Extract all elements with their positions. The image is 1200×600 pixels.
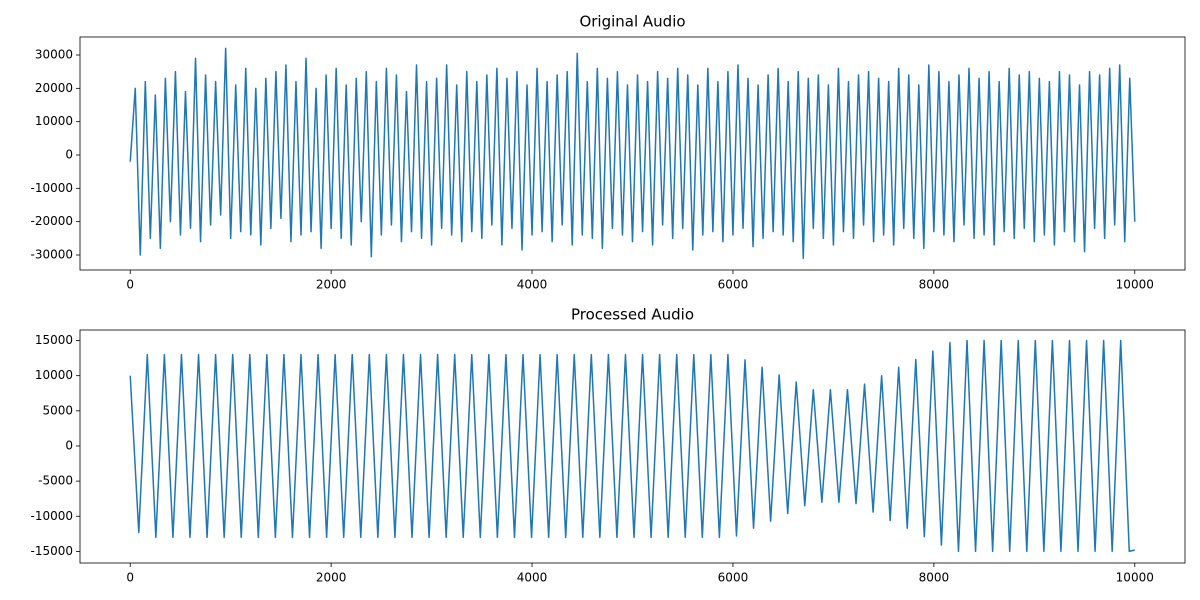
chart-title: Original Audio: [579, 13, 685, 31]
x-tick-label: 6000: [718, 571, 749, 585]
y-tick-label: -20000: [30, 214, 73, 228]
x-tick-label: 4000: [517, 571, 548, 585]
x-tick-label: 0: [126, 278, 134, 292]
x-tick-label: 8000: [919, 571, 950, 585]
y-tick-label: -10000: [30, 509, 73, 523]
axes-frame: [79, 329, 1186, 564]
x-tick-label: 2000: [316, 278, 347, 292]
axes-frame: [79, 36, 1186, 271]
x-tick-label: 10000: [1116, 278, 1154, 292]
x-tick-label: 0: [126, 571, 134, 585]
x-tick-label: 6000: [718, 278, 749, 292]
y-tick-label: 20000: [35, 81, 73, 95]
chart-title: Processed Audio: [571, 306, 694, 324]
y-tick-label: 15000: [35, 333, 73, 347]
y-tick-label: -30000: [30, 248, 73, 262]
audio-line: [129, 339, 1135, 553]
x-tick-label: 2000: [316, 571, 347, 585]
y-tick-label: -10000: [30, 181, 73, 195]
x-tick-label: 4000: [517, 278, 548, 292]
y-tick-label: 30000: [35, 48, 73, 62]
y-tick-label: -15000: [30, 544, 73, 558]
y-tick-label: 5000: [42, 403, 73, 417]
audio-line: [129, 47, 1136, 260]
x-tick-label: 8000: [919, 278, 950, 292]
x-tick-label: 10000: [1116, 571, 1154, 585]
y-tick-label: 10000: [35, 114, 73, 128]
y-tick-label: 0: [65, 438, 73, 452]
y-tick-label: 10000: [35, 368, 73, 382]
y-tick-label: 0: [65, 148, 73, 162]
y-tick-label: -5000: [38, 474, 73, 488]
